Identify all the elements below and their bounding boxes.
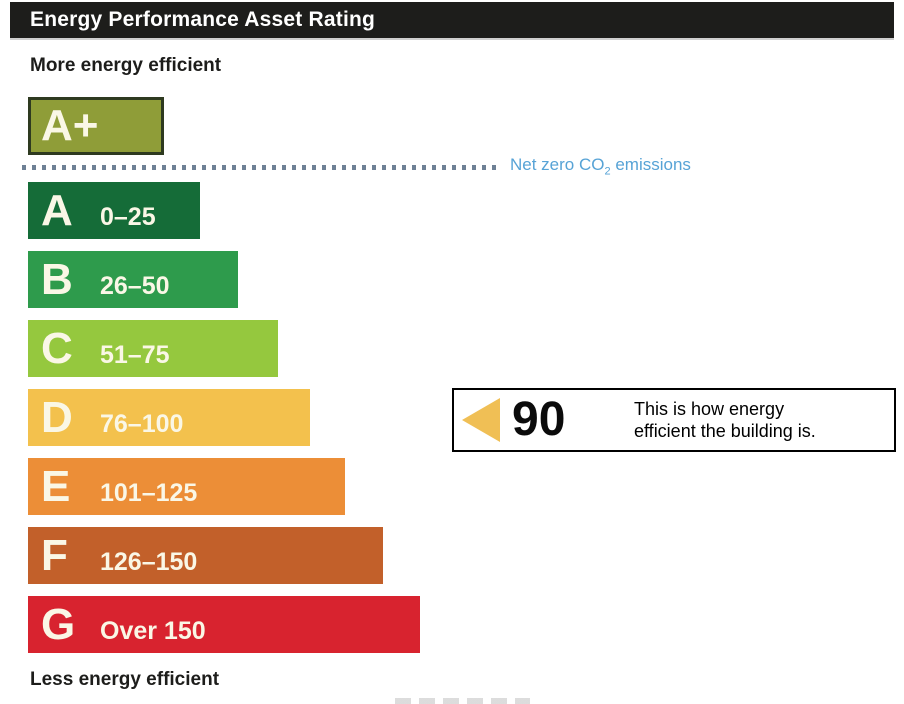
band-letter: B: [41, 254, 73, 304]
band-letter: G: [41, 599, 76, 649]
band-range: 101–125: [100, 479, 198, 507]
less-efficient-label: Less energy efficient: [30, 669, 220, 690]
band-letter: C: [41, 323, 73, 373]
band-range: 76–100: [100, 410, 184, 438]
band-range: 26–50: [100, 272, 170, 300]
rating-band: A 0–25: [28, 182, 200, 239]
rating-band: E 101–125: [28, 458, 345, 515]
page-title: Energy Performance Asset Rating: [30, 8, 376, 31]
band-a-plus: A+: [28, 97, 164, 155]
rating-indicator: 90 This is how energy efficient the buil…: [452, 388, 896, 452]
rating-band: D 76–100: [28, 389, 310, 446]
band-letter: D: [41, 392, 73, 442]
band-range: 0–25: [100, 203, 156, 231]
band-letter: E: [41, 461, 71, 511]
net-zero-label: Net zero CO2 emissions: [510, 155, 691, 178]
rating-description: This is how energy efficient the buildin…: [634, 399, 816, 441]
title-bar: Energy Performance Asset Rating: [10, 2, 894, 38]
left-arrow-icon: [462, 398, 500, 442]
band-letter: A+: [41, 101, 99, 150]
co2-subscript: 2: [604, 165, 611, 178]
band-range: Over 150: [100, 617, 206, 645]
band-letter: F: [41, 530, 68, 580]
band-letter: A: [41, 185, 73, 235]
band-range: 126–150: [100, 548, 198, 576]
rating-band: B 26–50: [28, 251, 238, 308]
rating-band: C 51–75: [28, 320, 278, 377]
net-zero-dotted-line: [22, 165, 497, 170]
rating-band: F 126–150: [28, 527, 383, 584]
rating-value: 90: [512, 393, 566, 446]
cropped-text-artifact: [395, 698, 530, 704]
rating-band: G Over 150: [28, 596, 420, 653]
band-range: 51–75: [100, 341, 170, 369]
more-efficient-label: More energy efficient: [30, 55, 222, 76]
